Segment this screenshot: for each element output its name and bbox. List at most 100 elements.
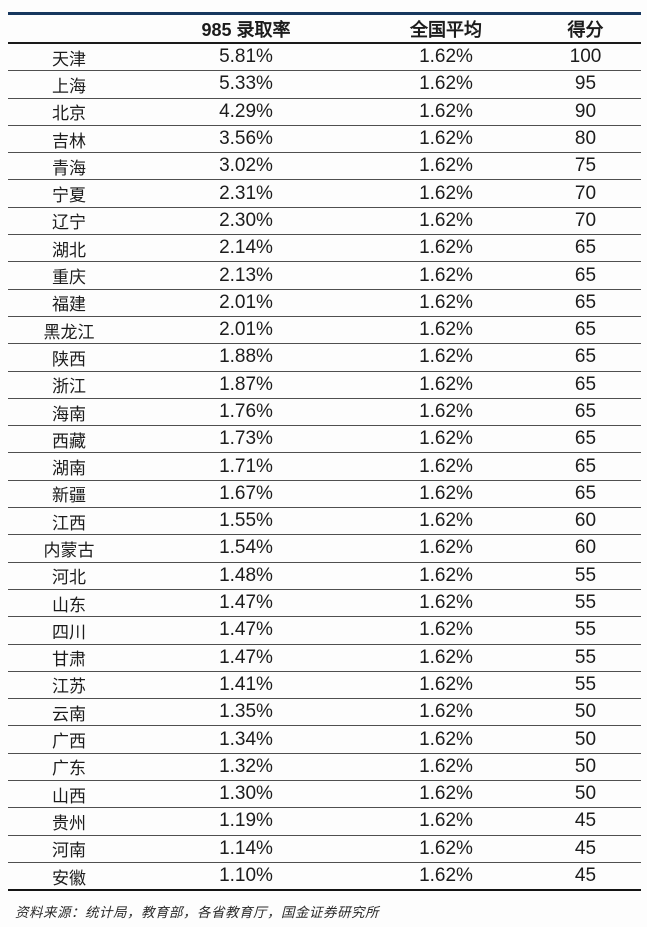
- average-cell: 1.62%: [362, 616, 530, 645]
- average-cell: 1.62%: [362, 234, 530, 263]
- average-cell: 1.62%: [362, 835, 530, 863]
- province-cell: 云南: [8, 698, 130, 727]
- table-row: 天津 5.81% 1.62% 100: [8, 43, 641, 72]
- header-province: [8, 15, 130, 44]
- rate-cell: 3.56%: [130, 125, 362, 154]
- average-cell: 1.62%: [362, 261, 530, 290]
- table-row: 重庆 2.13% 1.62% 65: [8, 261, 641, 290]
- table-row: 湖北 2.14% 1.62% 65: [8, 234, 641, 263]
- score-cell: 65: [530, 480, 641, 509]
- header-national-average: 全国平均: [362, 15, 530, 44]
- score-cell: 70: [530, 207, 641, 236]
- rate-cell: 1.34%: [130, 725, 362, 754]
- score-cell: 65: [530, 261, 641, 290]
- average-cell: 1.62%: [362, 207, 530, 236]
- table-row: 西藏 1.73% 1.62% 65: [8, 425, 641, 454]
- rate-cell: 1.87%: [130, 371, 362, 399]
- score-cell: 65: [530, 398, 641, 427]
- province-cell: 福建: [8, 289, 130, 317]
- province-cell: 广西: [8, 725, 130, 754]
- rate-cell: 1.54%: [130, 534, 362, 563]
- score-cell: 95: [530, 70, 641, 99]
- province-cell: 贵州: [8, 807, 130, 836]
- rate-cell: 1.35%: [130, 698, 362, 727]
- province-cell: 陕西: [8, 343, 130, 372]
- average-cell: 1.62%: [362, 644, 530, 672]
- province-cell: 重庆: [8, 261, 130, 290]
- province-cell: 黑龙江: [8, 316, 130, 345]
- rate-cell: 1.47%: [130, 589, 362, 618]
- province-cell: 湖北: [8, 234, 130, 263]
- rate-cell: 1.76%: [130, 398, 362, 427]
- province-cell: 湖南: [8, 452, 130, 481]
- score-cell: 80: [530, 125, 641, 154]
- score-cell: 65: [530, 289, 641, 317]
- average-cell: 1.62%: [362, 98, 530, 126]
- rate-cell: 2.14%: [130, 234, 362, 263]
- average-cell: 1.62%: [362, 425, 530, 454]
- header-row: 985 录取率 全国平均 得分: [8, 15, 641, 44]
- average-cell: 1.62%: [362, 70, 530, 99]
- table-row: 新疆 1.67% 1.62% 65: [8, 480, 641, 509]
- province-cell: 海南: [8, 398, 130, 427]
- table-row: 青海 3.02% 1.62% 75: [8, 152, 641, 181]
- table-row: 安徽 1.10% 1.62% 45: [8, 862, 641, 892]
- table-row: 北京 4.29% 1.62% 90: [8, 98, 641, 126]
- rate-cell: 1.73%: [130, 425, 362, 454]
- table-row: 海南 1.76% 1.62% 65: [8, 398, 641, 427]
- rate-cell: 1.19%: [130, 807, 362, 836]
- score-cell: 65: [530, 316, 641, 345]
- score-cell: 55: [530, 671, 641, 700]
- table-row: 辽宁 2.30% 1.62% 70: [8, 207, 641, 236]
- table-body: 天津 5.81% 1.62% 100 上海 5.33% 1.62% 95 北京 …: [8, 43, 641, 892]
- province-cell: 山西: [8, 780, 130, 809]
- average-cell: 1.62%: [362, 807, 530, 836]
- average-cell: 1.62%: [362, 179, 530, 208]
- score-cell: 65: [530, 234, 641, 263]
- province-cell: 北京: [8, 98, 130, 126]
- table-row: 黑龙江 2.01% 1.62% 65: [8, 316, 641, 345]
- province-cell: 青海: [8, 152, 130, 181]
- average-cell: 1.62%: [362, 671, 530, 700]
- table-row: 福建 2.01% 1.62% 65: [8, 289, 641, 317]
- average-cell: 1.62%: [362, 507, 530, 536]
- table-row: 湖南 1.71% 1.62% 65: [8, 452, 641, 481]
- table-row: 甘肃 1.47% 1.62% 55: [8, 644, 641, 672]
- rate-cell: 1.41%: [130, 671, 362, 700]
- rate-cell: 2.13%: [130, 261, 362, 290]
- rate-cell: 1.48%: [130, 562, 362, 590]
- rate-cell: 2.31%: [130, 179, 362, 208]
- score-cell: 60: [530, 507, 641, 536]
- score-cell: 75: [530, 152, 641, 181]
- table-row: 河北 1.48% 1.62% 55: [8, 562, 641, 590]
- rate-cell: 1.32%: [130, 753, 362, 782]
- table-row: 四川 1.47% 1.62% 55: [8, 616, 641, 645]
- table-header: 985 录取率 全国平均 得分: [8, 15, 641, 44]
- province-cell: 河北: [8, 562, 130, 590]
- province-cell: 宁夏: [8, 179, 130, 208]
- header-985-rate: 985 录取率: [130, 15, 362, 44]
- province-cell: 山东: [8, 589, 130, 618]
- score-cell: 100: [530, 43, 641, 72]
- average-cell: 1.62%: [362, 562, 530, 590]
- province-cell: 内蒙古: [8, 534, 130, 563]
- average-cell: 1.62%: [362, 725, 530, 754]
- table-row: 浙江 1.87% 1.62% 65: [8, 371, 641, 399]
- score-cell: 45: [530, 807, 641, 836]
- table-top-rule: [8, 12, 641, 15]
- rate-cell: 5.33%: [130, 70, 362, 99]
- admission-rate-table: 985 录取率 全国平均 得分 天津 5.81% 1.62% 100 上海 5.…: [8, 15, 641, 892]
- average-cell: 1.62%: [362, 289, 530, 317]
- province-cell: 河南: [8, 835, 130, 863]
- score-cell: 90: [530, 98, 641, 126]
- table-row: 广东 1.32% 1.62% 50: [8, 753, 641, 782]
- rate-cell: 1.55%: [130, 507, 362, 536]
- score-cell: 60: [530, 534, 641, 563]
- score-cell: 50: [530, 780, 641, 809]
- rate-cell: 1.67%: [130, 480, 362, 509]
- table-row: 山东 1.47% 1.62% 55: [8, 589, 641, 618]
- score-cell: 50: [530, 698, 641, 727]
- province-cell: 安徽: [8, 862, 130, 892]
- rate-cell: 2.01%: [130, 316, 362, 345]
